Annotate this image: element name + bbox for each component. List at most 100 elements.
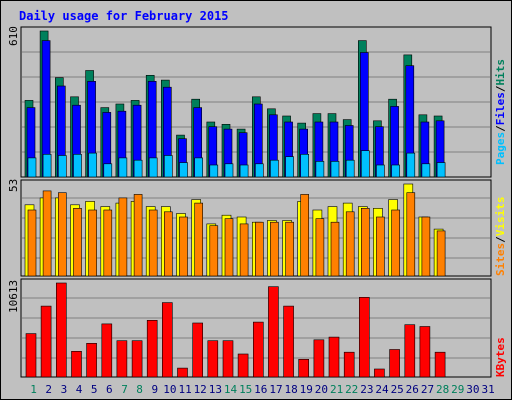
bar-pages-day-3 xyxy=(57,155,67,178)
bar-sites-day-9 xyxy=(148,209,158,277)
x-label-day-2: 2 xyxy=(45,383,52,396)
legend-hits: Hits xyxy=(494,59,507,86)
panel-visits-max-label: 53 xyxy=(7,179,20,192)
bar-sites-day-21 xyxy=(330,221,340,277)
bar-pages-day-5 xyxy=(88,152,97,178)
x-label-day-25: 25 xyxy=(391,383,404,396)
bar-kbytes-day-26 xyxy=(404,324,416,378)
x-label-day-20: 20 xyxy=(315,383,328,396)
bar-kbytes-day-4 xyxy=(71,350,82,378)
bar-kbytes-day-9 xyxy=(146,319,158,378)
bar-kbytes-day-25 xyxy=(389,349,400,378)
bar-pages-day-7 xyxy=(118,157,128,178)
bar-pages-day-24 xyxy=(376,164,385,178)
bar-sites-day-3 xyxy=(57,192,67,277)
bar-kbytes-day-14 xyxy=(222,340,234,378)
bar-pages-day-8 xyxy=(133,159,143,178)
bar-kbytes-day-13 xyxy=(207,340,219,378)
bar-pages-day-18 xyxy=(285,156,294,178)
bar-pages-day-14 xyxy=(224,163,234,178)
bar-pages-day-15 xyxy=(239,164,249,178)
bar-pages-day-25 xyxy=(391,164,400,178)
bar-sites-day-27 xyxy=(421,216,431,277)
bar-kbytes-day-22 xyxy=(343,351,355,378)
legend-files: Files xyxy=(494,92,507,125)
legend-slash-2: / xyxy=(494,85,507,92)
bar-kbytes-day-1 xyxy=(25,333,37,378)
bar-sites-day-13 xyxy=(209,225,219,277)
legend-slash-3: / xyxy=(494,236,507,243)
bar-pages-day-11 xyxy=(179,162,188,178)
bar-kbytes-day-8 xyxy=(131,340,143,378)
bar-pages-day-22 xyxy=(345,159,355,178)
bar-pages-day-13 xyxy=(209,164,219,178)
bar-sites-day-7 xyxy=(118,197,128,277)
bar-kbytes-day-5 xyxy=(86,342,97,378)
bar-pages-day-10 xyxy=(164,155,173,178)
x-label-day-7: 7 xyxy=(121,383,128,396)
bar-kbytes-day-7 xyxy=(116,340,128,378)
legend-sites: Sites xyxy=(494,243,507,276)
x-label-day-5: 5 xyxy=(91,383,98,396)
bar-sites-day-26 xyxy=(406,192,416,277)
bar-kbytes-day-10 xyxy=(162,302,173,378)
x-label-day-28: 28 xyxy=(436,383,449,396)
bar-pages-day-20 xyxy=(315,161,325,178)
bar-pages-day-9 xyxy=(148,157,158,178)
x-label-day-24: 24 xyxy=(375,383,389,396)
bar-kbytes-day-21 xyxy=(328,336,340,378)
bar-sites-day-10 xyxy=(164,211,173,277)
x-label-day-18: 18 xyxy=(284,383,297,396)
bar-sites-day-28 xyxy=(436,230,446,277)
bar-pages-day-4 xyxy=(73,154,82,178)
x-label-day-3: 3 xyxy=(61,383,68,396)
bar-sites-day-16 xyxy=(255,221,264,277)
bar-sites-day-25 xyxy=(391,209,400,277)
x-label-day-16: 16 xyxy=(254,383,267,396)
bar-sites-day-22 xyxy=(345,211,355,277)
legend-kbytes: KBytes xyxy=(494,337,507,377)
bar-sites-day-12 xyxy=(194,202,203,277)
bar-sites-day-5 xyxy=(88,209,97,277)
x-label-day-19: 19 xyxy=(300,383,313,396)
bar-pages-day-28 xyxy=(436,162,446,178)
bar-kbytes-day-23 xyxy=(358,296,370,378)
bar-kbytes-day-17 xyxy=(268,286,279,378)
bar-pages-day-12 xyxy=(194,157,203,178)
bar-pages-day-23 xyxy=(360,150,370,178)
bar-pages-day-27 xyxy=(421,163,431,178)
x-label-day-4: 4 xyxy=(76,383,83,396)
x-label-day-22: 22 xyxy=(345,383,358,396)
bar-pages-day-26 xyxy=(406,152,416,178)
bar-kbytes-day-16 xyxy=(253,321,264,378)
bar-sites-day-15 xyxy=(239,223,249,277)
x-label-day-14: 14 xyxy=(224,383,238,396)
legend-pages: Pages xyxy=(494,132,507,165)
x-label-day-15: 15 xyxy=(239,383,252,396)
bar-sites-day-19 xyxy=(300,194,310,277)
bar-kbytes-day-15 xyxy=(237,353,249,378)
legend-hits-files-pages: Pages/Files/Hits xyxy=(494,59,507,165)
bar-sites-day-11 xyxy=(179,216,188,277)
x-label-day-21: 21 xyxy=(330,383,343,396)
x-axis-labels: 1 2 3 4 5 6 7 8 9 10 11 12 13 14 15 16 17 18 19 20 21 22 23 24 2… xyxy=(30,383,494,396)
x-label-day-23: 23 xyxy=(360,383,373,396)
panel-hits-max-label: 610 xyxy=(7,26,20,46)
bar-pages-day-17 xyxy=(270,159,279,178)
x-label-day-17: 17 xyxy=(269,383,282,396)
legend-slash-1: / xyxy=(494,125,507,132)
bar-pages-day-1 xyxy=(27,157,37,178)
x-label-day-13: 13 xyxy=(209,383,222,396)
bar-kbytes-day-11 xyxy=(177,367,188,378)
bar-pages-day-6 xyxy=(103,163,113,178)
panel-kbytes-max-label: 10613 xyxy=(7,280,20,313)
bar-sites-day-4 xyxy=(73,208,82,277)
x-label-day-12: 12 xyxy=(194,383,207,396)
x-label-day-1: 1 xyxy=(30,383,37,396)
x-label-day-10: 10 xyxy=(163,383,176,396)
bar-pages-day-2 xyxy=(42,154,52,178)
x-label-day-11: 11 xyxy=(178,383,191,396)
bar-sites-day-14 xyxy=(224,218,234,277)
bar-kbytes-day-18 xyxy=(283,305,294,378)
